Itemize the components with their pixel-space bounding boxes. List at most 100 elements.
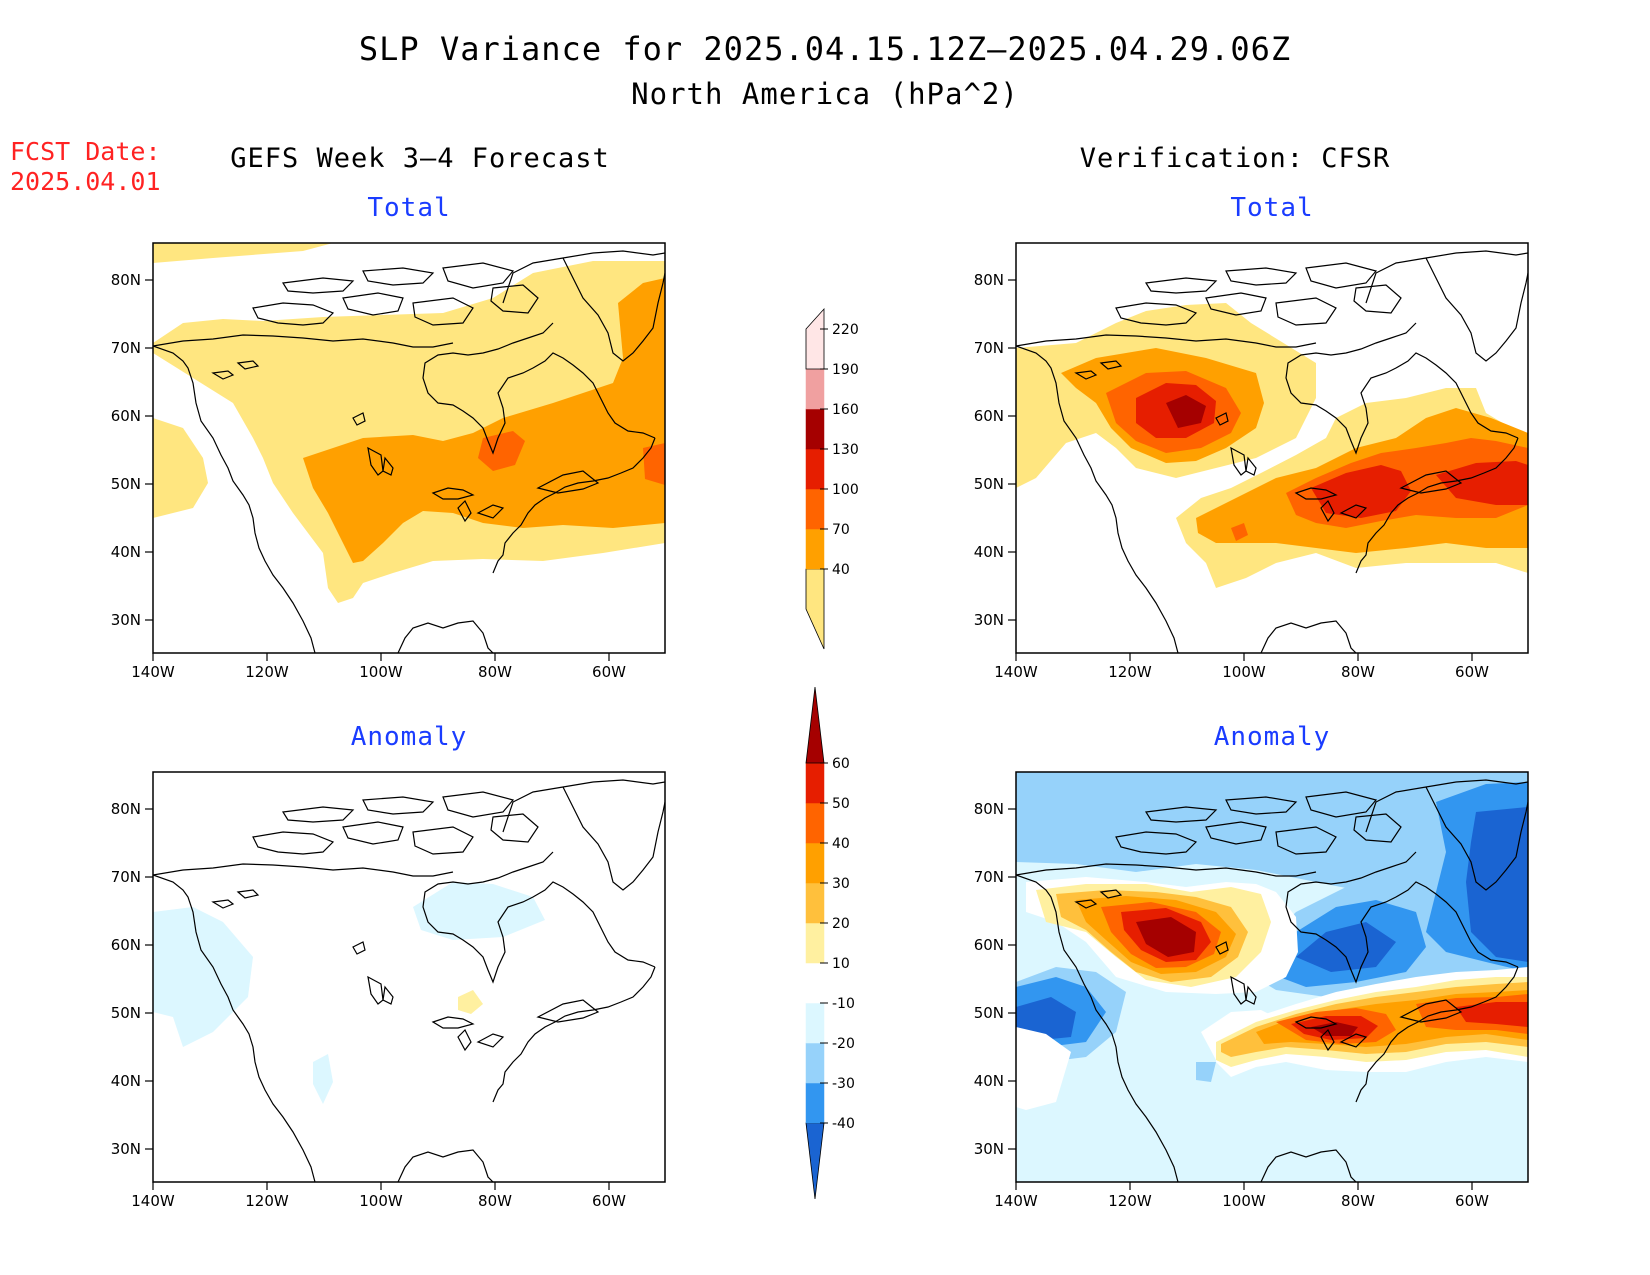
- colorbar-label: 100: [832, 482, 859, 498]
- lat-tick-label: 60N: [111, 936, 141, 954]
- fcst-date-label: FCST Date:: [10, 137, 161, 166]
- colorbar-label: 10: [832, 956, 850, 972]
- lat-tick-label: 30N: [111, 611, 141, 629]
- lat-tick-label: 40N: [974, 1072, 1004, 1090]
- lat-tick-label: 80N: [111, 800, 141, 818]
- verification-anomaly-title: Anomaly: [1213, 722, 1331, 752]
- colorbar-label: 40: [832, 836, 850, 852]
- lat-tick-label: 30N: [111, 1140, 141, 1158]
- lon-tick-label: 120W: [245, 1192, 289, 1210]
- lon-tick-label: 100W: [1222, 1192, 1266, 1210]
- forecast-column-title: GEFS Week 3–4 Forecast: [230, 143, 610, 174]
- colorbar-label: 20: [832, 916, 850, 932]
- lat-tick-label: 80N: [111, 271, 141, 289]
- colorbar-label: 190: [832, 362, 859, 378]
- verification-total-title: Total: [1230, 193, 1314, 223]
- verification-total-contours: [1016, 303, 1528, 588]
- forecast-anomaly-map: [144, 771, 666, 1191]
- lon-tick-label: 80W: [478, 663, 512, 681]
- lon-tick-label: 140W: [131, 1192, 175, 1210]
- lat-tick-label: 70N: [974, 339, 1004, 357]
- lat-tick-label: 40N: [111, 1072, 141, 1090]
- colorbar-bin: [805, 1002, 825, 1044]
- lat-tick-label: 60N: [974, 407, 1004, 425]
- lat-tick-label: 50N: [974, 475, 1004, 493]
- colorbar-bin: [805, 368, 825, 410]
- lat-tick-label: 50N: [111, 475, 141, 493]
- colorbar-label: 50: [832, 796, 850, 812]
- colorbar-label: -30: [832, 1076, 855, 1092]
- lon-tick-label: 140W: [994, 663, 1038, 681]
- colorbar-bin: [805, 307, 825, 370]
- colorbar-bin: [805, 882, 825, 924]
- colorbar-bin: [805, 962, 825, 1004]
- lat-tick-label: 60N: [111, 407, 141, 425]
- lon-tick-label: 80W: [1341, 663, 1375, 681]
- lon-tick-label: 80W: [1341, 1192, 1375, 1210]
- forecast-total-title: Total: [367, 193, 451, 223]
- colorbar-bin: [805, 1122, 825, 1200]
- lat-tick-label: 70N: [111, 868, 141, 886]
- lat-tick-label: 70N: [974, 868, 1004, 886]
- colorbar-bin: [805, 762, 825, 804]
- colorbar-label: 220: [832, 322, 859, 338]
- colorbar-label: 60: [832, 756, 850, 772]
- main-title: SLP Variance for 2025.04.15.12Z–2025.04.…: [358, 30, 1292, 68]
- colorbar-bin: [805, 488, 825, 530]
- verification-total-map: [1007, 242, 1529, 662]
- verification-column-title: Verification: CFSR: [1079, 143, 1391, 174]
- colorbar-bin: [805, 686, 825, 764]
- lat-tick-label: 50N: [974, 1004, 1004, 1022]
- verification-anomaly-contours: [1016, 772, 1528, 1110]
- lon-tick-label: 100W: [1222, 663, 1266, 681]
- lat-tick-label: 70N: [111, 339, 141, 357]
- lat-tick-label: 30N: [974, 611, 1004, 629]
- lat-tick-label: 50N: [111, 1004, 141, 1022]
- colorbar-label: 30: [832, 876, 850, 892]
- lon-tick-label: 140W: [994, 1192, 1038, 1210]
- forecast-anomaly-title: Anomaly: [350, 722, 468, 752]
- colorbar-label: -20: [832, 1036, 855, 1052]
- colorbar-bin: [805, 568, 825, 650]
- colorbar-label: 40: [832, 562, 850, 578]
- forecast-total-contours: [153, 243, 665, 603]
- lon-tick-label: 120W: [245, 663, 289, 681]
- fcst-date-value: 2025.04.01: [10, 167, 161, 196]
- forecast-anomaly-contours: [153, 882, 545, 1104]
- lat-tick-label: 60N: [974, 936, 1004, 954]
- lon-tick-label: 100W: [359, 1192, 403, 1210]
- colorbar-bin: [805, 802, 825, 844]
- verification-anomaly-map: [1007, 771, 1529, 1191]
- colorbar-bin: [805, 922, 825, 964]
- colorbar-label: 70: [832, 522, 850, 538]
- colorbar-bin: [805, 1082, 825, 1124]
- lon-tick-label: 80W: [478, 1192, 512, 1210]
- lat-tick-label: 40N: [111, 543, 141, 561]
- colorbar-bin: [805, 1042, 825, 1084]
- colorbar-label: 160: [832, 402, 859, 418]
- colorbar-label: -10: [832, 996, 855, 1012]
- lon-tick-label: 100W: [359, 663, 403, 681]
- main-subtitle: North America (hPa^2): [631, 77, 1019, 111]
- forecast-total-map: [144, 242, 666, 662]
- lon-tick-label: 60W: [592, 1192, 626, 1210]
- colorbar-bin: [805, 842, 825, 884]
- colorbar-label: -40: [832, 1116, 855, 1132]
- lat-tick-label: 30N: [974, 1140, 1004, 1158]
- lon-tick-label: 120W: [1108, 1192, 1152, 1210]
- colorbar-label: 130: [832, 442, 859, 458]
- lon-tick-label: 60W: [1455, 1192, 1489, 1210]
- lon-tick-label: 120W: [1108, 663, 1152, 681]
- lat-tick-label: 80N: [974, 271, 1004, 289]
- lat-tick-label: 40N: [974, 543, 1004, 561]
- colorbar-bin: [805, 408, 825, 450]
- fcst-date: FCST Date: 2025.04.01: [10, 137, 161, 197]
- colorbar-bin: [805, 448, 825, 490]
- lon-tick-label: 60W: [592, 663, 626, 681]
- colorbar-bin: [805, 528, 825, 570]
- anomaly-colorbar: -40 -30 -20 -10 10 20 30 40 50 60: [805, 686, 855, 1200]
- lon-tick-label: 60W: [1455, 663, 1489, 681]
- lat-tick-label: 80N: [974, 800, 1004, 818]
- lon-tick-label: 140W: [131, 663, 175, 681]
